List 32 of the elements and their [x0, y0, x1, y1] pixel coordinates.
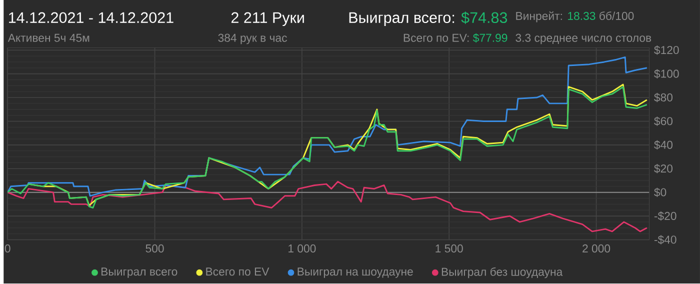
legend-label: Выиграл без шоудауна	[442, 268, 563, 278]
y-tick-label: -$40	[654, 235, 676, 245]
text: 384 рук в час	[218, 34, 287, 44]
line-series	[8, 181, 648, 232]
y-tick-label: $120	[654, 46, 679, 55]
chart-subtitle: Активен 5ч 45м	[8, 34, 90, 42]
legend-label: Выиграл всего	[102, 268, 178, 278]
x-tick-label: 0	[4, 244, 10, 253]
text: бб/100	[600, 12, 634, 20]
y-tick-label: $100	[654, 69, 679, 79]
legend-label: Всего по EV	[206, 268, 270, 276]
legend-label: Выиграл на шоудауне	[298, 268, 413, 278]
y-tick-label: $80	[654, 93, 673, 102]
text: $77.99	[472, 34, 508, 43]
x-tick-label: 1 500	[436, 244, 463, 253]
line-series	[8, 56, 648, 197]
chart-title: 14.12.2021 - 14.12.2021	[9, 12, 174, 24]
y-tick-label: $0	[654, 188, 666, 198]
text: $74.83	[461, 12, 508, 24]
x-tick-label: 2 000	[582, 244, 610, 253]
text: Винрейт:	[516, 12, 562, 22]
y-tick-label: $40	[654, 140, 673, 150]
y-tick-label: $60	[654, 116, 673, 126]
text: 3.3 среднее число столов	[516, 34, 652, 44]
x-tick-label: 1 000	[288, 244, 316, 253]
text: Выиграл всего:	[349, 12, 454, 26]
text: 2 211 Руки	[231, 12, 304, 26]
x-tick-label: 500	[146, 244, 164, 253]
y-tick-label: -$20	[654, 212, 676, 221]
text: 18.33	[568, 12, 596, 20]
text: Всего по EV:	[404, 34, 469, 42]
y-tick-label: $20	[654, 164, 673, 174]
